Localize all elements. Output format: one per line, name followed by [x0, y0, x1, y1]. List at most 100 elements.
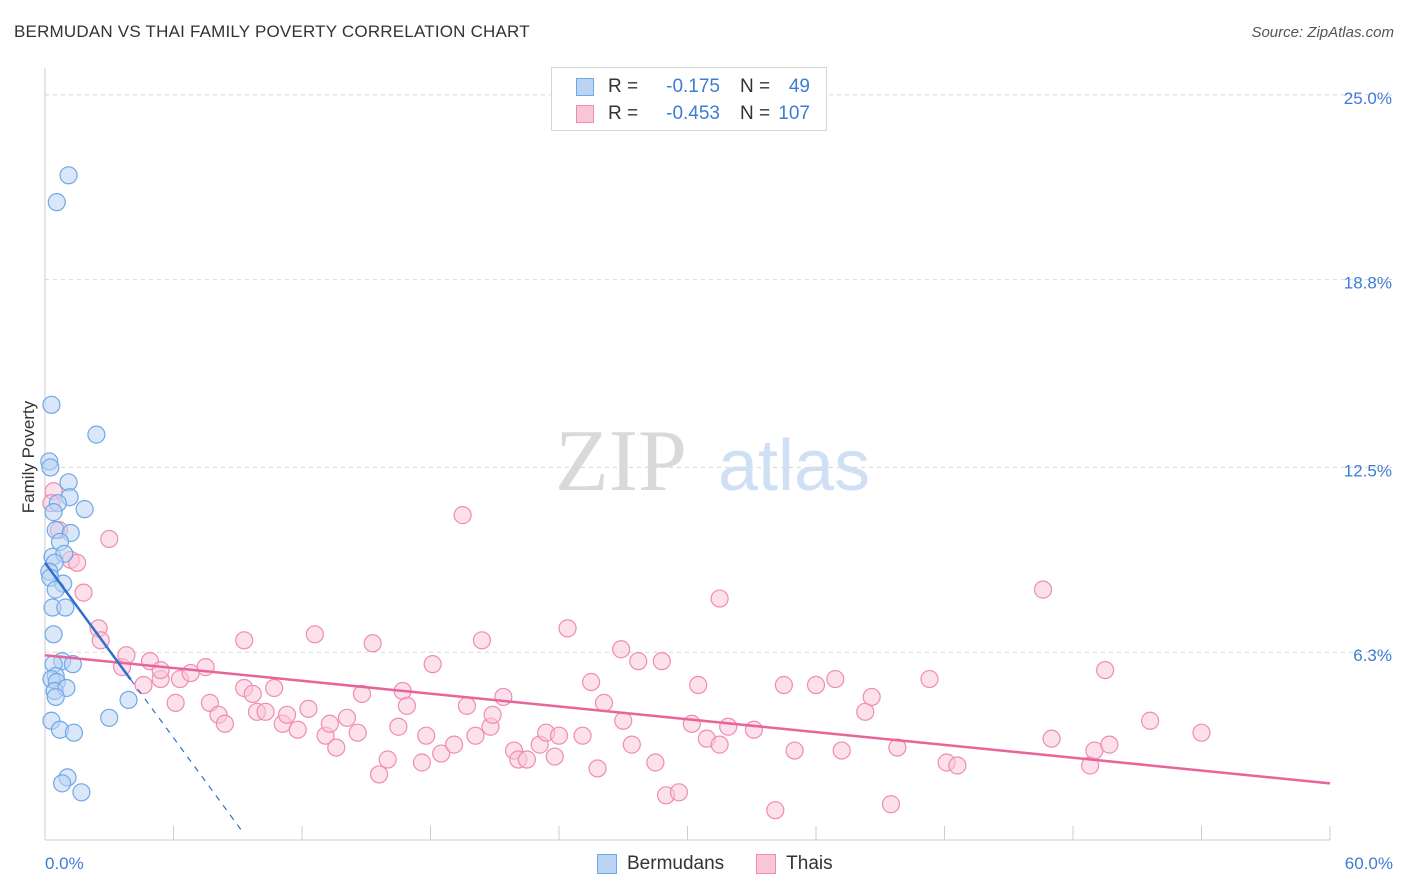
bermudans-point: [44, 503, 63, 522]
thais-point: [710, 589, 729, 608]
bermudans-point: [46, 687, 65, 707]
thais-point: [243, 684, 262, 704]
thais-point: [1033, 580, 1053, 599]
thais-point: [453, 506, 472, 525]
thais-points: [42, 482, 1211, 820]
legend-r-value: -0.175: [666, 76, 720, 97]
bermudans-point: [44, 625, 63, 644]
bermudans-point: [47, 193, 66, 212]
watermark-atlas: atlas: [718, 426, 870, 506]
y-tick-label: 18.8%: [1344, 274, 1392, 293]
thais-point: [417, 726, 436, 745]
thais-point: [256, 702, 275, 721]
thais-point: [68, 553, 87, 572]
axis-layer: 6.3% 12.5% 18.8% 25.0% 0.0% 60.0%: [44, 68, 1393, 873]
bermudans-point: [42, 395, 61, 414]
bermudans-point: [56, 598, 75, 617]
watermark-zip: ZIP: [555, 413, 687, 510]
thais-point: [337, 708, 357, 727]
y-tick-label: 25.0%: [1344, 89, 1392, 108]
thais-point: [423, 655, 442, 674]
x-tick-label: 60.0%: [1345, 854, 1393, 873]
thais-point: [612, 640, 631, 659]
thais-point: [166, 693, 185, 712]
thais-point: [719, 717, 738, 736]
thais-point: [288, 720, 307, 739]
thais-point: [517, 750, 536, 769]
thais-point: [785, 741, 804, 760]
thais-point: [881, 795, 901, 814]
bermudans-point: [63, 655, 82, 674]
thais-point: [472, 631, 491, 650]
bermudans-trendline-extension: [130, 679, 245, 835]
legend-r-value: -0.453: [666, 103, 720, 124]
watermark: ZIP atlas: [555, 413, 870, 510]
stats-legend: R = -0.175 N = 49 R = -0.453 N = 107: [551, 67, 827, 131]
thais-point: [299, 699, 318, 718]
thais-point: [432, 744, 451, 763]
thais-point: [466, 726, 485, 745]
thais-point: [689, 675, 708, 695]
bermudans-point: [87, 425, 106, 444]
thais-point: [1096, 661, 1115, 680]
thais-point: [320, 714, 339, 733]
thais-point: [545, 747, 564, 766]
thais-point: [483, 705, 502, 724]
thais-point: [494, 687, 513, 707]
bermudans-point: [53, 774, 72, 793]
thais-point: [622, 735, 641, 754]
bermudans-point: [119, 690, 138, 710]
thais-point: [74, 583, 93, 602]
legend-swatch-thais: [576, 105, 594, 123]
thais-point: [397, 696, 417, 715]
bermudans-point: [100, 708, 119, 727]
thais-point: [277, 705, 297, 724]
x-tick-label: 0.0%: [45, 854, 84, 873]
thais-point: [370, 765, 389, 784]
thais-point: [594, 693, 614, 712]
thais-point: [646, 753, 665, 772]
thais-point: [766, 801, 785, 820]
thais-point: [215, 714, 234, 733]
thais-point: [100, 529, 119, 549]
thais-point: [774, 675, 793, 695]
legend-row-bermudans: R = -0.175 N = 49: [576, 74, 810, 100]
legend-r-label: R =: [608, 76, 639, 97]
thais-point: [920, 669, 939, 689]
bermudans-point: [59, 166, 78, 185]
thais-point: [389, 717, 408, 736]
thais-point: [1192, 723, 1211, 742]
thais-point: [134, 675, 153, 695]
thais-point: [305, 625, 324, 644]
thais-point: [948, 756, 967, 775]
thais-point: [826, 669, 845, 689]
thais-point: [327, 738, 346, 757]
series-legend-thais[interactable]: Thais: [756, 853, 833, 875]
thais-point: [352, 684, 372, 704]
legend-swatch-bermudans: [576, 78, 594, 96]
thais-point: [682, 714, 701, 733]
thais-point: [573, 726, 592, 745]
thais-point: [151, 661, 170, 680]
thais-point: [558, 619, 577, 638]
thais-point: [1140, 711, 1160, 730]
legend-n-label: N =: [740, 76, 771, 97]
thais-point: [235, 631, 254, 650]
thais-point: [588, 759, 607, 778]
legend-n-label: N =: [740, 103, 771, 124]
thais-swatch: [756, 854, 777, 874]
series-legend-bermudans[interactable]: Bermudans: [597, 853, 724, 875]
thais-point: [117, 646, 136, 665]
thais-point: [549, 726, 569, 745]
chart-title: BERMUDAN VS THAI FAMILY POVERTY CORRELAT…: [14, 22, 530, 41]
source-label: Source: ZipAtlas.com: [1251, 24, 1394, 41]
thais-point: [710, 735, 729, 754]
thais-point: [1042, 729, 1061, 748]
y-tick-label: 6.3%: [1353, 646, 1392, 665]
bermudans-trendline: [43, 562, 132, 681]
bermudans-point: [72, 783, 91, 802]
thais-point: [457, 696, 477, 715]
thais-trendline: [44, 653, 1331, 785]
thais-label: Thais: [786, 853, 833, 874]
